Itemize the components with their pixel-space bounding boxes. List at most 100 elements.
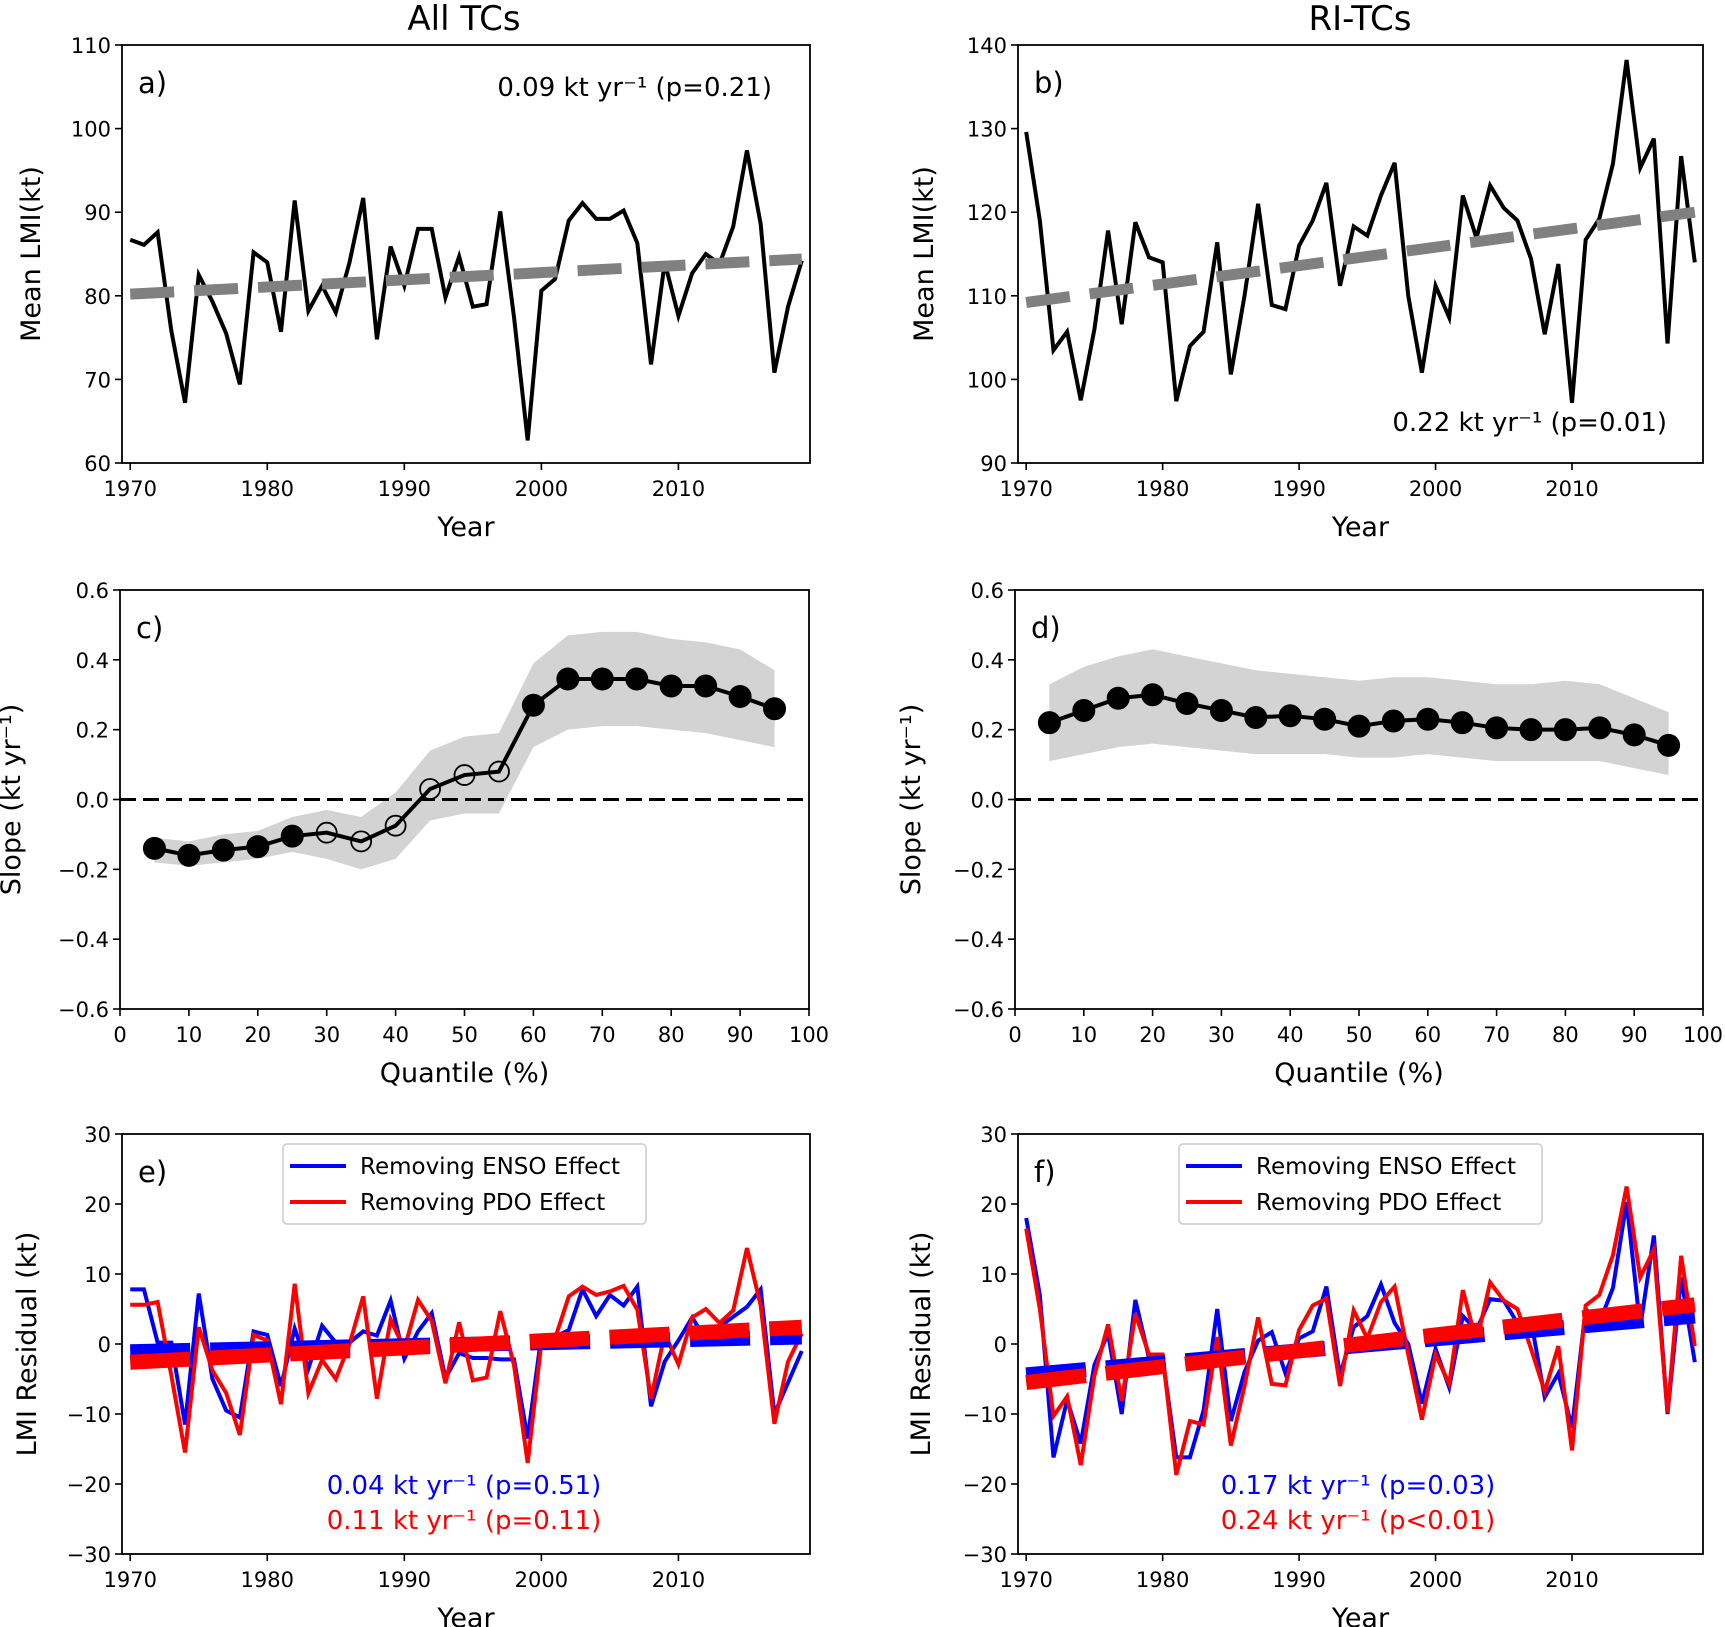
x-axis-label: Quantile (%) bbox=[380, 1058, 550, 1089]
x-tick-label: 70 bbox=[1483, 1023, 1510, 1047]
panel-label: c) bbox=[136, 611, 163, 645]
y-tick-label: 20 bbox=[84, 1193, 111, 1217]
marker-insignificant bbox=[350, 830, 373, 853]
legend-box bbox=[282, 1143, 647, 1225]
x-axis-label: Year bbox=[1331, 1603, 1390, 1627]
y-tick-label: −0.2 bbox=[953, 858, 1004, 882]
marker-significant bbox=[1072, 698, 1096, 722]
marker-significant bbox=[763, 697, 787, 721]
plot-area bbox=[129, 1247, 804, 1464]
x-tick-label: 60 bbox=[520, 1023, 547, 1047]
marker-significant bbox=[1278, 704, 1302, 728]
marker-insignificant bbox=[384, 814, 407, 837]
marker-insignificant bbox=[419, 778, 441, 800]
panel-label: f) bbox=[1034, 1155, 1056, 1189]
x-tick-label: 2010 bbox=[1545, 1568, 1598, 1592]
y-tick-label: 90 bbox=[980, 452, 1007, 476]
x-tick-label: 1980 bbox=[1136, 1568, 1189, 1592]
legend: Removing ENSO Effect Removing PDO Effect bbox=[1178, 1143, 1543, 1225]
y-tick-label: 80 bbox=[84, 285, 111, 309]
y-tick-label: 100 bbox=[967, 368, 1007, 392]
x-tick-label: 2010 bbox=[652, 1568, 705, 1592]
x-tick-label: 1980 bbox=[241, 477, 294, 501]
panel-c: 0 10 20 30 40 50 60 70 80 90 100 −0.6 −0.4 −0.2 0.0 0.2… bbox=[0, 579, 829, 1089]
marker-significant bbox=[1381, 709, 1405, 733]
y-tick-label: −0.2 bbox=[58, 858, 109, 882]
panel-d: 0 10 20 30 40 50 60 70 80 90 100 −0.6 −0.4 −0.2 0.0 0.2… bbox=[896, 579, 1723, 1089]
x-tick-label: 80 bbox=[658, 1023, 685, 1047]
marker-significant bbox=[556, 667, 580, 691]
marker-significant bbox=[1416, 707, 1440, 731]
y-tick-label: 0.2 bbox=[971, 719, 1004, 743]
trend-line-1 bbox=[129, 253, 803, 300]
y-tick-label: 120 bbox=[967, 201, 1007, 225]
marker-significant bbox=[694, 674, 718, 698]
x-axis-label: Year bbox=[1331, 512, 1390, 543]
y-tick-label: −20 bbox=[963, 1473, 1007, 1497]
plot-area bbox=[1024, 59, 1697, 404]
trend-line-3 bbox=[129, 1319, 803, 1370]
series-line-0 bbox=[1024, 59, 1697, 404]
marker-significant bbox=[246, 835, 270, 859]
y-tick-label: −10 bbox=[67, 1403, 111, 1427]
marker-significant bbox=[1450, 711, 1474, 735]
x-axis-label: Year bbox=[436, 512, 495, 543]
x-tick-label: 50 bbox=[451, 1023, 478, 1047]
y-tick-label: 10 bbox=[980, 1263, 1007, 1287]
column-title-ri-tcs: RI-TCs bbox=[1308, 0, 1411, 39]
x-tick-label: 1990 bbox=[378, 1568, 431, 1592]
marker-significant bbox=[1657, 733, 1681, 757]
marker-significant bbox=[1175, 691, 1199, 715]
trend-annotation: 0.22 kt yr⁻¹ (p=0.01) bbox=[1392, 408, 1667, 438]
y-tick-label: 0.6 bbox=[971, 579, 1004, 603]
panel-label: e) bbox=[138, 1155, 167, 1189]
y-tick-label: 100 bbox=[71, 118, 111, 142]
marker-insignificant bbox=[315, 821, 338, 844]
marker-significant bbox=[1313, 707, 1337, 731]
x-tick-label: 40 bbox=[1277, 1023, 1304, 1047]
x-tick-label: 10 bbox=[176, 1023, 203, 1047]
trend-annotation: 0.11 kt yr⁻¹ (p=0.11) bbox=[327, 1506, 602, 1536]
series-line-0 bbox=[129, 149, 804, 441]
marker-significant bbox=[521, 693, 545, 717]
y-tick-label: 0.0 bbox=[76, 789, 109, 813]
x-tick-label: 20 bbox=[1139, 1023, 1166, 1047]
legend-entry: Removing PDO Effect bbox=[1256, 1190, 1501, 1216]
panel-label: a) bbox=[138, 66, 167, 100]
y-tick-label: 130 bbox=[967, 118, 1007, 142]
x-tick-label: 2000 bbox=[1409, 1568, 1462, 1592]
y-axis-label: LMI Residual (kt) bbox=[12, 1232, 43, 1457]
y-axis-label: Slope (kt yr⁻¹) bbox=[896, 704, 927, 896]
panels: 1970 1980 1990 2000 201060708090100110YearMe… bbox=[0, 34, 1723, 1627]
x-tick-label: 20 bbox=[244, 1023, 271, 1047]
panel-a: 1970 1980 1990 2000 2010 60 70 80 90 100 110 Year Me… bbox=[16, 34, 811, 543]
y-axis-label: Mean LMI(kt) bbox=[909, 166, 940, 342]
y-tick-label: 0.4 bbox=[76, 649, 109, 673]
y-tick-label: −0.4 bbox=[58, 928, 109, 952]
marker-significant bbox=[1485, 716, 1509, 740]
panel-f: 1970 1980 1990 2000 2010 −30 −20 −10 0 10 20 30 Year… bbox=[906, 1123, 1704, 1627]
marker-significant bbox=[211, 838, 235, 862]
column-title-all-tcs: All TCs bbox=[407, 0, 520, 39]
plot-area bbox=[129, 149, 804, 441]
x-tick-label: 30 bbox=[1208, 1023, 1235, 1047]
x-tick-label: 100 bbox=[789, 1023, 829, 1047]
x-tick-label: 1970 bbox=[103, 477, 156, 501]
series-line-1 bbox=[1024, 1186, 1697, 1476]
axes-frame bbox=[121, 44, 811, 464]
marker-significant bbox=[1622, 723, 1646, 747]
y-tick-label: 90 bbox=[84, 201, 111, 225]
x-tick-label: 1990 bbox=[1272, 1568, 1325, 1592]
trend-line-1 bbox=[1025, 206, 1696, 308]
x-tick-label: 1970 bbox=[999, 1568, 1052, 1592]
marker-significant bbox=[1519, 718, 1543, 742]
y-tick-label: 0.6 bbox=[76, 579, 109, 603]
panel-e: 1970 1980 1990 2000 2010 −30 −20 −10 0 10 20 30 Year… bbox=[12, 1123, 811, 1627]
legend-entry: Removing ENSO Effect bbox=[360, 1154, 620, 1180]
panel-b: 1970 1980 1990 2000 2010 90 100 110 120 130 140 Yea… bbox=[909, 34, 1704, 543]
x-tick-label: 1980 bbox=[241, 1568, 294, 1592]
trend-line-3 bbox=[1025, 1297, 1696, 1390]
trend-annotation: 0.04 kt yr⁻¹ (p=0.51) bbox=[327, 1471, 602, 1501]
marker-significant bbox=[1037, 711, 1061, 735]
